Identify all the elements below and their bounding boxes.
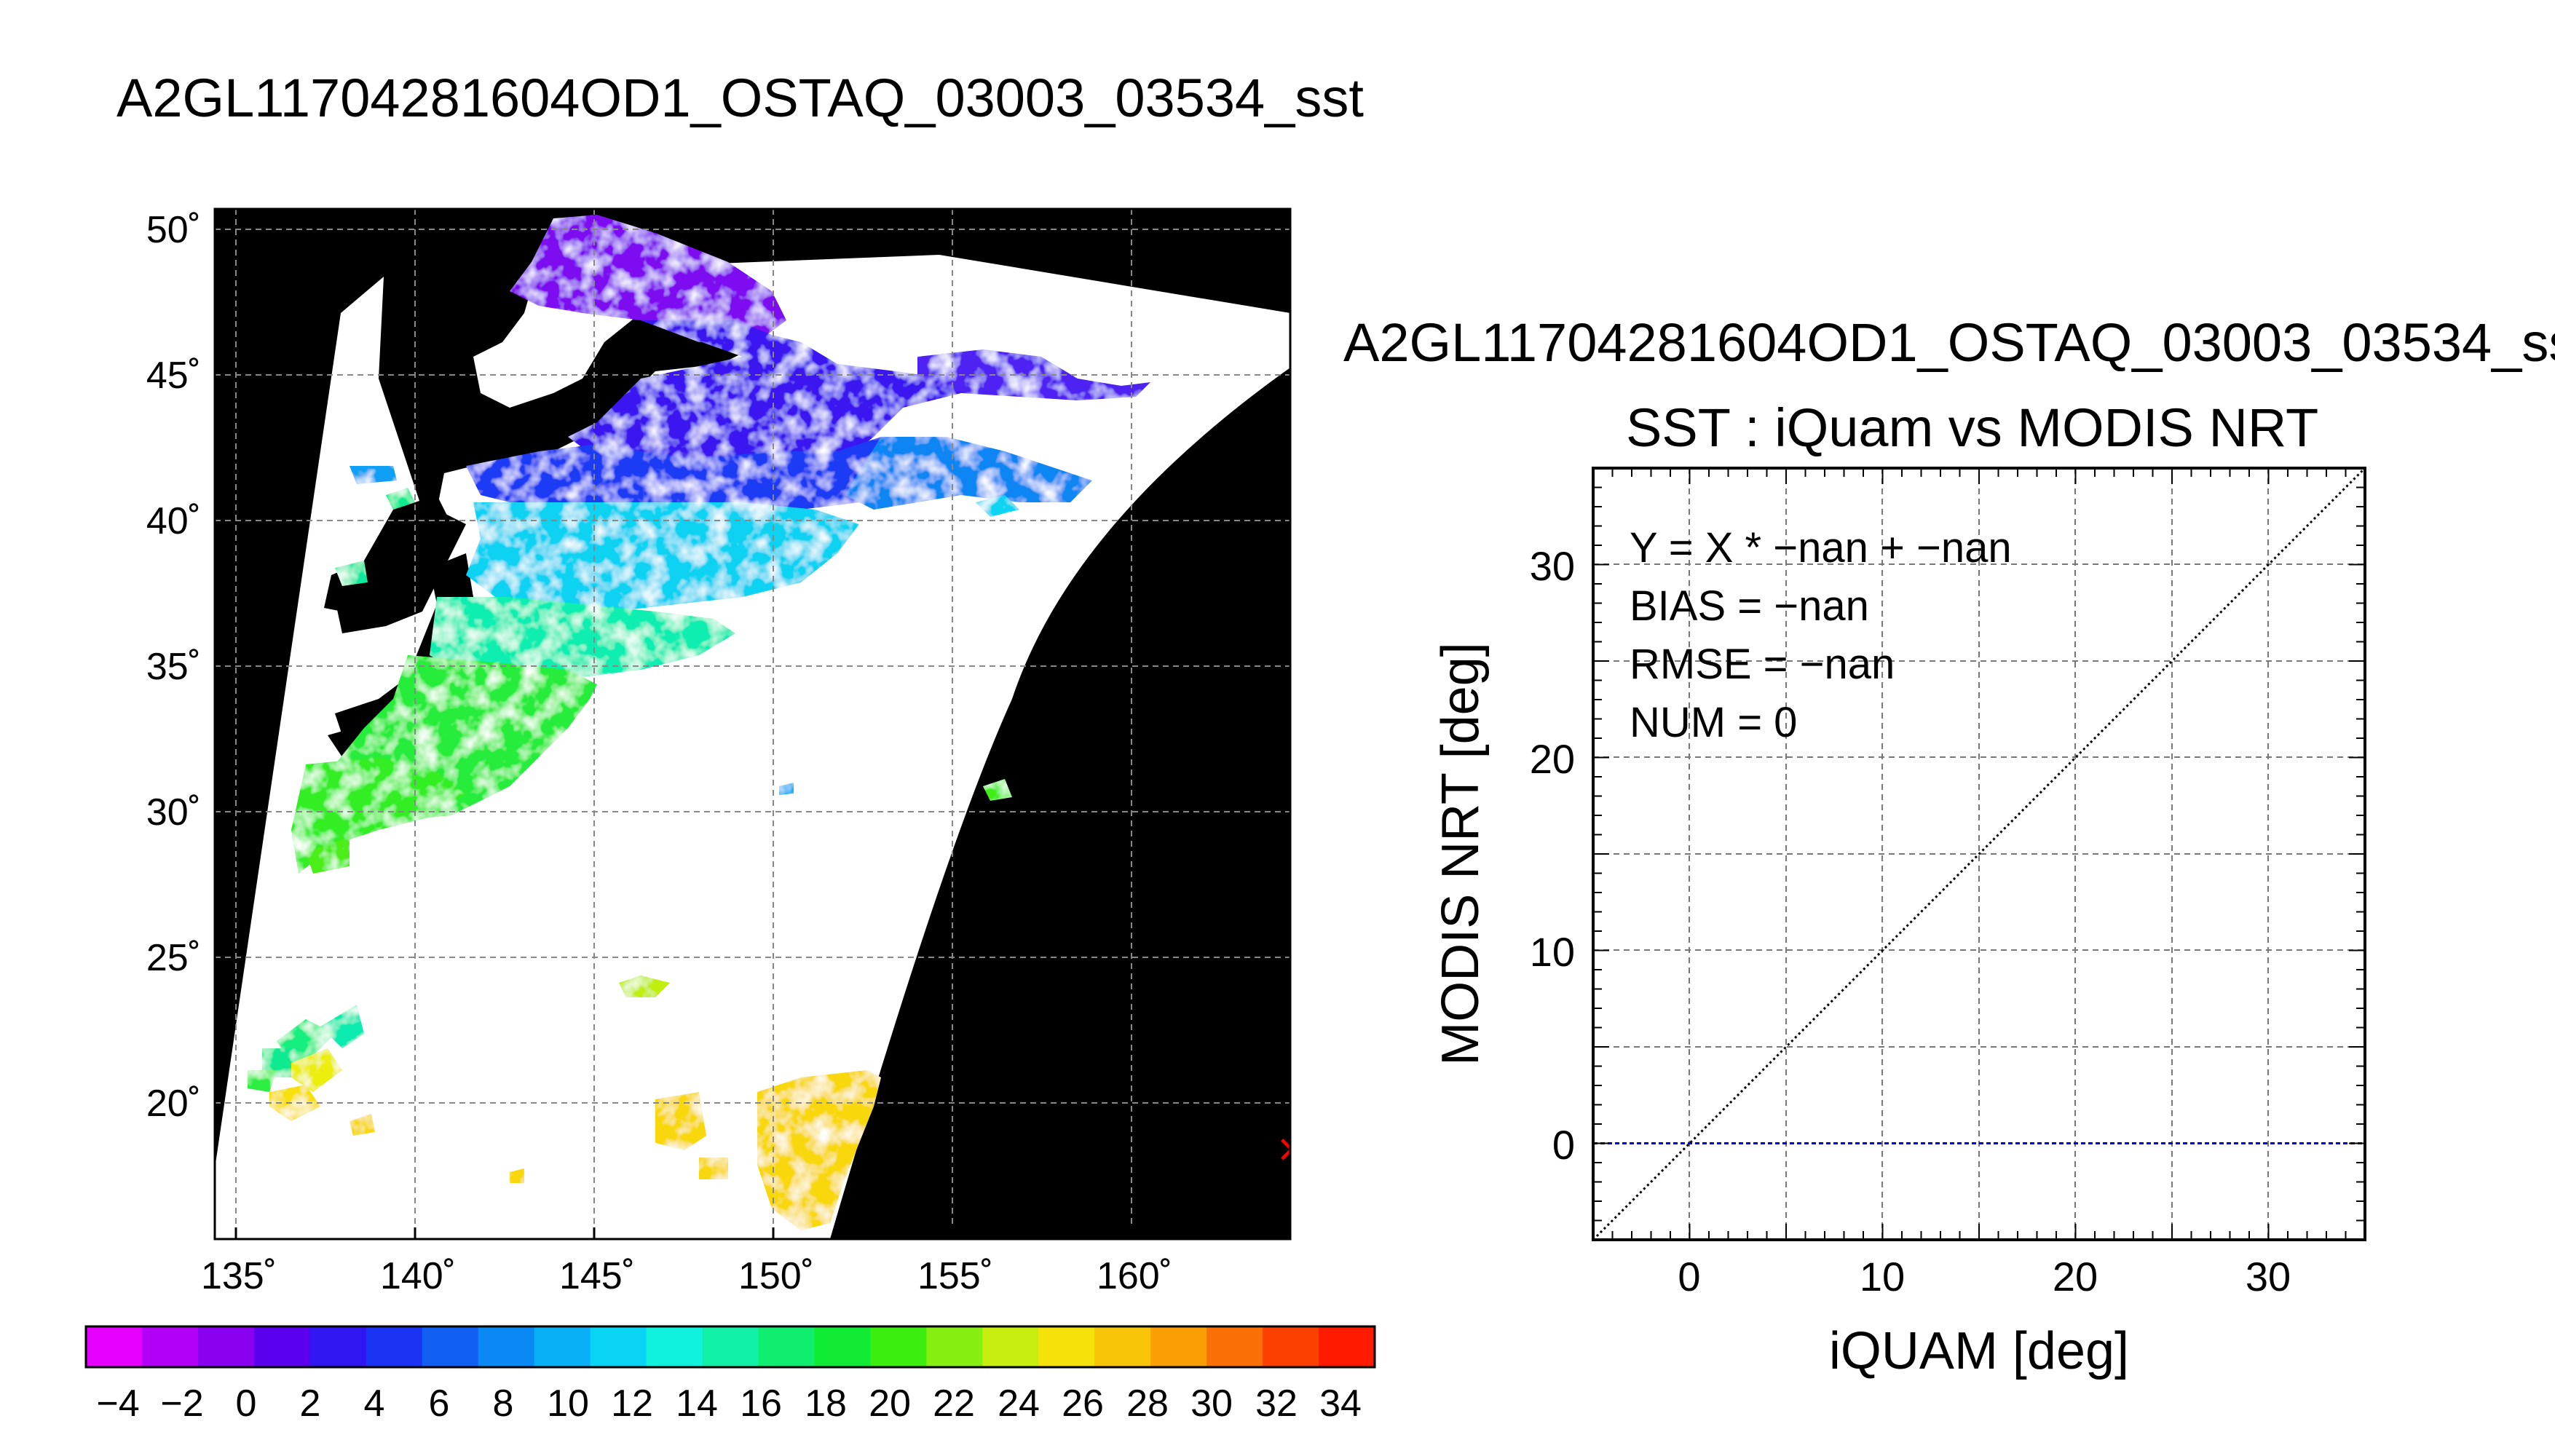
- colorbar-tick: −2: [160, 1382, 203, 1425]
- colorbar-tick: 30: [1190, 1382, 1233, 1425]
- scatter-x-tick: 10: [1860, 1254, 1905, 1299]
- colorbar-tick: 12: [611, 1382, 653, 1425]
- colorbar-tick: 20: [869, 1382, 911, 1425]
- sst-field: [248, 215, 1150, 1230]
- map-x-tick: 145˚: [559, 1255, 635, 1297]
- map-x-tick: 160˚: [1097, 1255, 1172, 1297]
- colorbar-tick: 26: [1062, 1382, 1104, 1425]
- scatter-y-label: MODIS NRT [deg]: [1431, 642, 1490, 1066]
- stats-box: Y = X * −nan + −nan BIAS = −nan RMSE = −…: [1630, 524, 2012, 746]
- scatter-x-tick: 0: [1678, 1254, 1700, 1299]
- colorbar-swatch: [478, 1326, 535, 1367]
- colorbar-swatch: [1319, 1326, 1375, 1367]
- map-marker: ×: [1276, 1127, 1308, 1171]
- map-x-tick: 135˚: [201, 1255, 277, 1297]
- map-y-tick: 35˚: [146, 646, 201, 688]
- colorbar-tick: 4: [364, 1382, 385, 1425]
- colorbar-swatch: [1207, 1326, 1263, 1367]
- colorbar-swatch: [758, 1326, 815, 1367]
- colorbar: [86, 1326, 1375, 1367]
- colorbar-tick: 10: [547, 1382, 589, 1425]
- colorbar-ticks: −4 −2 0 2 4 6 8 10 12 14 16 18 20 22 24 …: [96, 1382, 1362, 1425]
- colorbar-tick: 28: [1126, 1382, 1169, 1425]
- colorbar-tick: 6: [429, 1382, 450, 1425]
- colorbar-swatch: [926, 1326, 983, 1367]
- colorbar-swatch: [1150, 1326, 1207, 1367]
- colorbar-swatch: [197, 1326, 255, 1367]
- stats-bias: BIAS = −nan: [1630, 582, 1869, 630]
- colorbar-swatch: [1038, 1326, 1095, 1367]
- colorbar-swatch: [1094, 1326, 1151, 1367]
- colorbar-swatch: [814, 1326, 871, 1367]
- colorbar-swatch: [422, 1326, 479, 1367]
- colorbar-swatch: [982, 1326, 1039, 1367]
- scatter-line-y=x: [1593, 468, 2365, 1240]
- colorbar-tick: 16: [740, 1382, 782, 1425]
- map-grid: [215, 209, 1290, 1239]
- scatter-y-tick: 10: [1530, 929, 1575, 975]
- colorbar-tick: 14: [676, 1382, 718, 1425]
- map-y-ticks: 50˚ 45˚ 40˚ 35˚ 30˚ 25˚ 20˚: [146, 209, 201, 1125]
- colorbar-swatch: [646, 1326, 703, 1367]
- map-y-tick: 20˚: [146, 1083, 201, 1125]
- scatter-file-title: A2GL11704281604OD1_OSTAQ_03003_03534_sst: [1343, 312, 2555, 373]
- colorbar-frame: [84, 1325, 1376, 1369]
- scatter-y-ticks: 0 10 20 30: [1530, 543, 1575, 1168]
- map-x-tick: 150˚: [738, 1255, 814, 1297]
- scatter-x-tick: 20: [2053, 1254, 2098, 1299]
- scatter-plot: 0 10 20 30 0 10 20 30 Y = X * −nan + −na…: [1431, 467, 2366, 1380]
- colorbar-tick: 2: [300, 1382, 321, 1425]
- scatter-grid: [1593, 468, 2365, 1240]
- scatter-x-ticks: 0 10 20 30: [1678, 1254, 2291, 1299]
- stats-rmse: RMSE = −nan: [1630, 641, 1895, 688]
- map-y-tick: 50˚: [146, 209, 201, 251]
- stats-num: NUM = 0: [1630, 699, 1797, 746]
- scatter-x-label: iQUAM [deg]: [1829, 1322, 2129, 1380]
- colorbar-tick: 18: [805, 1382, 847, 1425]
- scatter-title: SST : iQuam vs MODIS NRT: [1626, 397, 2319, 458]
- scatter-x-tick: 30: [2246, 1254, 2291, 1299]
- colorbar-tick: 34: [1319, 1382, 1362, 1425]
- colorbar-swatch: [366, 1326, 423, 1367]
- colorbar-swatch: [141, 1326, 199, 1367]
- colorbar-tick: 8: [493, 1382, 514, 1425]
- colorbar-swatch: [590, 1326, 647, 1367]
- map-tick-marks: [234, 1227, 1133, 1239]
- scatter-y-tick: 0: [1552, 1122, 1575, 1168]
- map-x-ticks: 135˚ 140˚ 145˚ 150˚ 155˚ 160˚: [201, 1255, 1172, 1297]
- map-y-tick: 30˚: [146, 791, 201, 834]
- scatter-minor-ticks: [1592, 467, 2366, 1241]
- colorbar-tick: 24: [998, 1382, 1040, 1425]
- colorbar-tick: 22: [933, 1382, 975, 1425]
- map-x-tick: 140˚: [380, 1255, 456, 1297]
- map-frame: [213, 207, 1292, 1241]
- map-title: A2GL11704281604OD1_OSTAQ_03003_03534_sst: [117, 68, 1364, 128]
- colorbar-swatch: [870, 1326, 927, 1367]
- stats-regression: Y = X * −nan + −nan: [1630, 524, 2012, 571]
- map-y-tick: 45˚: [146, 355, 201, 397]
- map-x-tick: 155˚: [917, 1255, 993, 1297]
- colorbar-tick: 32: [1255, 1382, 1298, 1425]
- colorbar-swatch: [253, 1326, 311, 1367]
- colorbar-swatch: [534, 1326, 591, 1367]
- scatter-lines: [1593, 468, 2365, 1240]
- colorbar-swatch: [1263, 1326, 1319, 1367]
- scatter-y-tick: 20: [1530, 736, 1575, 782]
- colorbar-tick: 0: [236, 1382, 257, 1425]
- colorbar-swatch: [86, 1326, 143, 1367]
- colorbar-tick: −4: [96, 1382, 139, 1425]
- colorbar-swatch: [702, 1326, 759, 1367]
- map-y-tick: 40˚: [146, 500, 201, 542]
- map-y-tick: 25˚: [146, 937, 201, 979]
- colorbar-swatch: [309, 1326, 367, 1367]
- sst-map: ×: [215, 209, 1308, 1239]
- scatter-y-tick: 30: [1530, 543, 1575, 589]
